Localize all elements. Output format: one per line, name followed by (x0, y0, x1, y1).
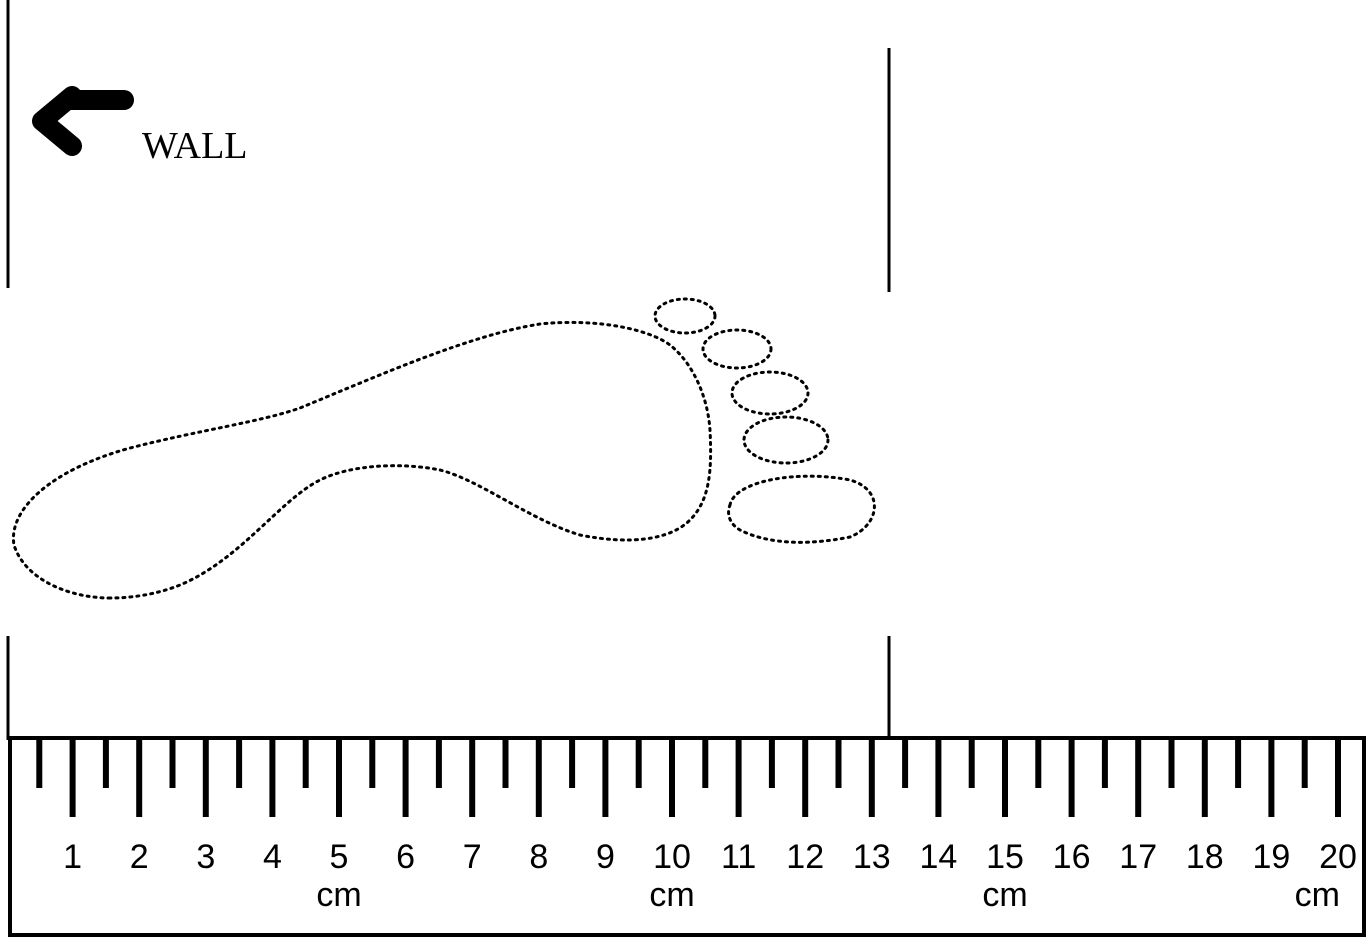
ruler-number-label: 10 (653, 838, 691, 876)
ruler-number-label: 7 (463, 838, 482, 876)
ruler-number-label: 4 (263, 838, 282, 876)
toe-4-outline (742, 415, 830, 465)
ruler-number-label: 13 (853, 838, 891, 876)
ruler-unit-label: cm (649, 876, 694, 914)
ruler-labels: 1 2 3 4 5 6 7 8 9 10 11 12 13 14 15 16 17 18 19 20 (63, 838, 1357, 876)
ruler-number-label: 16 (1053, 838, 1091, 876)
ruler-number-label: 17 (1119, 838, 1157, 876)
ruler: 1 2 3 4 5 6 7 8 9 10 11 12 13 14 15 16 17 18 19 20 cm cm cm cm (8, 736, 1366, 937)
ruler-unit-label: cm (1295, 876, 1340, 914)
toe-5-outline (727, 474, 876, 544)
toe-1-outline (653, 297, 717, 335)
arrow-left-icon (32, 86, 134, 156)
foot-sole-outline (11, 320, 713, 600)
wall-label: WALL (142, 125, 248, 167)
ruler-unit-label: cm (982, 876, 1027, 914)
ruler-number-label: 5 (330, 838, 349, 876)
ruler-number-label: 3 (196, 838, 215, 876)
ruler-unit-label: cm (316, 876, 361, 914)
ruler-number-label: 15 (986, 838, 1024, 876)
ruler-number-label: 2 (130, 838, 149, 876)
ruler-number-label: 11 (721, 838, 756, 876)
toe-2-outline (701, 328, 773, 370)
ruler-number-label: 14 (919, 838, 957, 876)
ruler-number-label: 9 (596, 838, 615, 876)
ruler-number-label: 18 (1186, 838, 1224, 876)
ruler-unit-labels: cm cm cm cm (316, 876, 1340, 914)
ruler-number-label: 12 (786, 838, 824, 876)
ruler-number-label: 19 (1252, 838, 1290, 876)
ruler-number-label: 8 (529, 838, 548, 876)
toe-3-outline (730, 370, 810, 416)
ruler-number-label: 6 (396, 838, 415, 876)
wall-indicator: WALL (32, 86, 248, 167)
footprint-outline (11, 297, 876, 600)
ruler-number-label: 1 (63, 838, 82, 876)
ruler-ticks (36, 740, 1341, 817)
ruler-number-label: 20 (1319, 838, 1357, 876)
guide-lines (6, 0, 891, 740)
